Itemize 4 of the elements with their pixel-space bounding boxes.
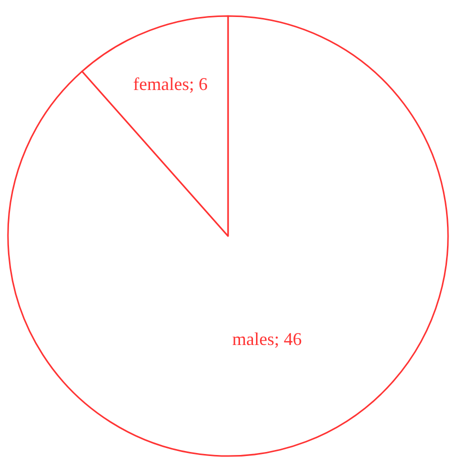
data-label: ; 6	[189, 74, 208, 94]
slice-label: females	[133, 74, 190, 94]
slice-label: males	[232, 328, 274, 349]
data-label: ; 46	[274, 328, 302, 349]
